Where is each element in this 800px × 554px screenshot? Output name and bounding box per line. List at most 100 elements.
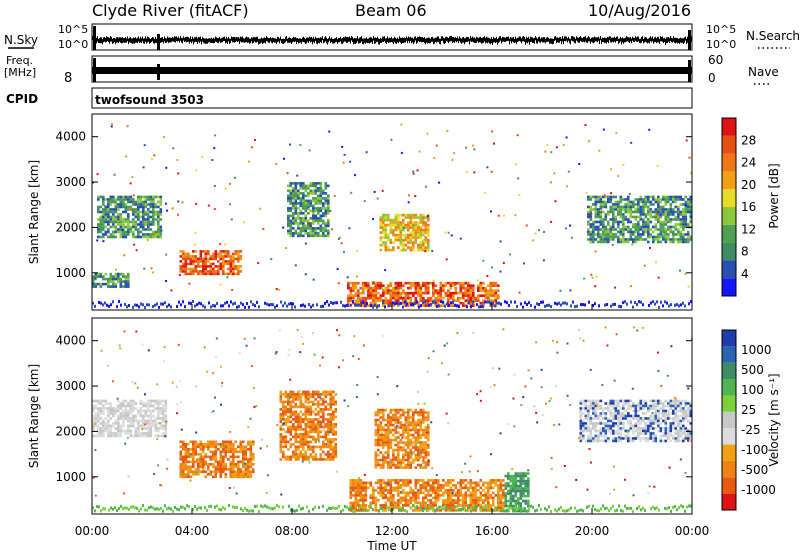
heatmap-cell bbox=[427, 231, 430, 234]
heatmap-cell bbox=[324, 224, 328, 228]
heatmap-cell bbox=[379, 296, 383, 300]
heatmap-cell bbox=[202, 262, 205, 266]
heatmap-cell bbox=[684, 240, 688, 244]
heatmap-cell bbox=[397, 213, 400, 217]
heatmap-cell bbox=[182, 262, 185, 266]
heatmap-cell bbox=[137, 429, 140, 433]
speckle-cell bbox=[609, 168, 612, 171]
heatmap-cell bbox=[414, 291, 418, 295]
heatmap-cell bbox=[382, 494, 385, 497]
ground-scatter-cell bbox=[366, 302, 368, 306]
nsky-sample bbox=[298, 38, 299, 44]
ground-scatter-cell bbox=[196, 303, 198, 307]
ground-scatter-cell bbox=[176, 304, 178, 308]
heatmap-cell bbox=[297, 423, 300, 426]
heatmap-cell bbox=[357, 491, 360, 495]
heatmap-cell bbox=[99, 220, 103, 224]
nsky-sample bbox=[525, 38, 526, 45]
ground-scatter-cell bbox=[382, 300, 384, 304]
ground-scatter-cell bbox=[440, 300, 442, 304]
heatmap-cell bbox=[607, 238, 610, 241]
heatmap-cell bbox=[312, 425, 315, 429]
heatmap-cell bbox=[417, 286, 420, 290]
heatmap-cell bbox=[367, 284, 370, 287]
heatmap-cell bbox=[312, 219, 315, 223]
nsky-sample bbox=[341, 38, 342, 44]
heatmap-cell bbox=[439, 296, 443, 300]
heatmap-cell bbox=[389, 484, 393, 487]
heatmap-cell bbox=[209, 270, 213, 273]
heatmap-cell bbox=[297, 232, 300, 235]
heatmap-cell bbox=[332, 448, 335, 451]
heatmap-cell bbox=[327, 207, 330, 210]
heatmap-cell bbox=[682, 213, 685, 216]
heatmap-cell bbox=[469, 299, 473, 302]
nsky-sample bbox=[465, 37, 466, 43]
heatmap-cell bbox=[222, 267, 225, 271]
heatmap-cell bbox=[427, 233, 430, 237]
heatmap-cell bbox=[227, 445, 230, 449]
heatmap-cell bbox=[374, 456, 378, 459]
heatmap-cell bbox=[154, 417, 158, 420]
speckle-cell bbox=[224, 243, 227, 246]
heatmap-cell bbox=[99, 434, 103, 438]
heatmap-cell bbox=[94, 404, 98, 408]
heatmap-cell bbox=[287, 222, 290, 225]
heatmap-cell bbox=[104, 272, 108, 276]
heatmap-cell bbox=[629, 215, 633, 219]
heatmap-cell bbox=[227, 255, 230, 258]
heatmap-cell bbox=[362, 286, 365, 290]
nsky-sample bbox=[502, 36, 503, 42]
heatmap-cell bbox=[657, 233, 660, 236]
heatmap-cell bbox=[327, 413, 330, 416]
heatmap-cell bbox=[214, 470, 218, 474]
nsky-sample bbox=[628, 37, 629, 42]
heatmap-cell bbox=[132, 208, 135, 211]
heatmap-cell bbox=[324, 229, 328, 233]
nsky-sample bbox=[531, 37, 532, 42]
heatmap-cell bbox=[327, 194, 330, 198]
speckle-cell bbox=[125, 155, 128, 158]
heatmap-cell bbox=[374, 433, 378, 437]
freq-spike bbox=[93, 58, 96, 82]
heatmap-cell bbox=[347, 296, 350, 300]
heatmap-cell bbox=[319, 227, 323, 230]
heatmap-cell bbox=[497, 294, 500, 297]
heatmap-cell bbox=[367, 509, 370, 512]
heatmap-cell bbox=[494, 299, 498, 302]
heatmap-cell bbox=[479, 294, 483, 297]
nsky-sample bbox=[131, 38, 132, 44]
heatmap-cell bbox=[629, 208, 633, 211]
heatmap-cell bbox=[389, 284, 393, 287]
heatmap-cell bbox=[307, 234, 310, 238]
speckle-cell bbox=[602, 128, 605, 131]
heatmap-cell bbox=[422, 223, 425, 227]
nsky-sample bbox=[541, 37, 542, 42]
heatmap-cell bbox=[284, 443, 288, 446]
heatmap-cell bbox=[452, 494, 455, 497]
heatmap-cell bbox=[114, 409, 118, 413]
heatmap-cell bbox=[502, 479, 505, 482]
nsky-sample bbox=[650, 36, 651, 42]
heatmap-cell bbox=[467, 296, 470, 300]
heatmap-cell bbox=[202, 267, 205, 271]
heatmap-cell bbox=[407, 286, 410, 290]
heatmap-cell bbox=[397, 236, 400, 239]
speckle-cell bbox=[213, 147, 216, 150]
heatmap-cell bbox=[382, 408, 385, 412]
heatmap-cell bbox=[604, 195, 608, 199]
heatmap-cell bbox=[294, 393, 298, 396]
heatmap-cell bbox=[399, 284, 403, 287]
nsky-sample bbox=[280, 36, 281, 41]
heatmap-cell bbox=[139, 409, 143, 413]
heatmap-cell bbox=[304, 453, 308, 456]
heatmap-cell bbox=[247, 443, 250, 446]
nsky-sample bbox=[99, 38, 100, 44]
heatmap-cell bbox=[232, 257, 235, 261]
heatmap-cell bbox=[152, 233, 155, 236]
heatmap-cell bbox=[397, 494, 400, 497]
heatmap-cell bbox=[117, 198, 120, 201]
heatmap-cell bbox=[422, 221, 425, 224]
heatmap-cell bbox=[629, 203, 633, 206]
nsky-sample bbox=[116, 37, 117, 43]
